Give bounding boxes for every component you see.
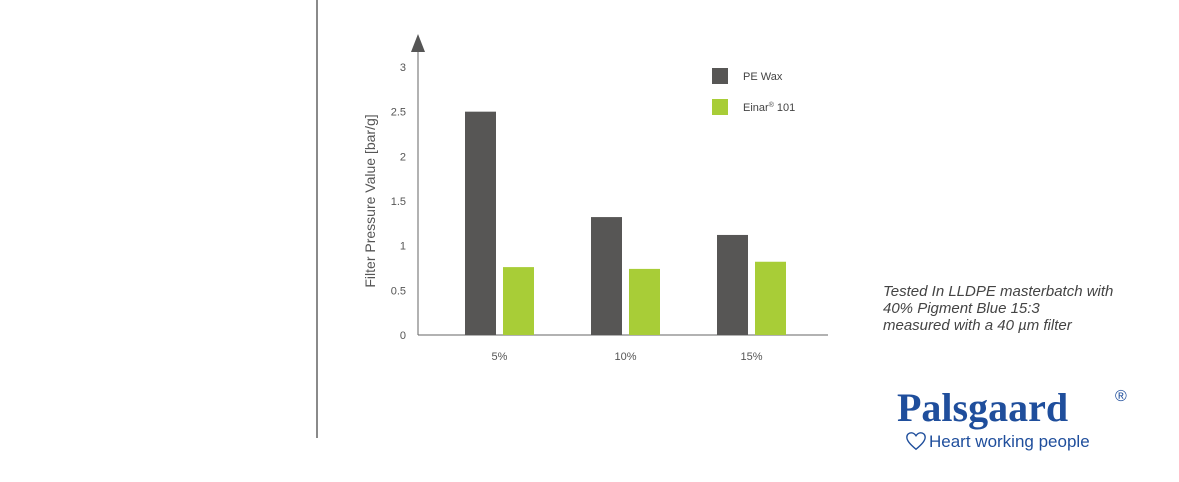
note-line-1: Tested In LLDPE masterbatch with <box>883 283 1114 300</box>
bar-einar-101-15pct <box>755 261 786 335</box>
bar-pe-wax-15pct <box>717 234 748 335</box>
x-category-label: 5% <box>492 351 508 363</box>
bar-einar-101-5pct <box>503 267 534 335</box>
x-category-label: 15% <box>740 351 762 363</box>
y-tick-label: 1.5 <box>391 196 406 208</box>
y-axis-label: Filter Pressure Value [bar/g] <box>362 114 378 287</box>
y-tick-label: 1 <box>400 241 406 253</box>
logo-wordmark: Palsgaard <box>897 385 1069 430</box>
y-tick-label: 0.5 <box>391 285 406 297</box>
legend-swatch-pe-wax <box>712 68 728 84</box>
bar-pe-wax-10pct <box>591 217 622 335</box>
x-category-label: 10% <box>614 351 636 363</box>
legend-swatch-einar-101 <box>712 99 728 115</box>
legend: PE Wax Einar® 101 <box>712 68 795 115</box>
y-tick-label: 0 <box>400 330 406 342</box>
palsgaard-logo: Palsgaard ® Heart working people <box>897 386 1147 456</box>
legend-label-pe-wax: PE Wax <box>743 71 783 83</box>
bars <box>465 111 786 336</box>
y-tick-label: 2 <box>400 151 406 163</box>
y-tick-label: 2.5 <box>391 107 406 119</box>
test-note: Tested In LLDPE masterbatch with 40% Pig… <box>883 283 1163 334</box>
y-axis-arrow-icon <box>411 34 425 52</box>
x-category-labels: 5% 10% 15% <box>492 351 763 363</box>
bar-pe-wax-5pct <box>465 111 496 336</box>
note-line-3: measured with a 40 µm filter <box>883 317 1072 334</box>
heart-icon <box>906 432 926 451</box>
logo-registered-mark: ® <box>1115 388 1127 405</box>
vertical-divider <box>316 0 318 438</box>
note-line-2: 40% Pigment Blue 15:3 <box>883 300 1040 317</box>
y-tick-labels: 0 0.5 1 1.5 2 2.5 3 <box>391 62 406 342</box>
legend-label-einar-sup: ® <box>769 101 775 109</box>
legend-label-einar-rest: 101 <box>774 102 795 114</box>
logo-tagline: Heart working people <box>929 432 1090 451</box>
legend-label-einar-101: Einar® 101 <box>743 101 795 114</box>
legend-label-einar-main: Einar <box>743 102 769 114</box>
bar-einar-101-10pct <box>629 268 660 335</box>
y-tick-label: 3 <box>400 62 406 74</box>
